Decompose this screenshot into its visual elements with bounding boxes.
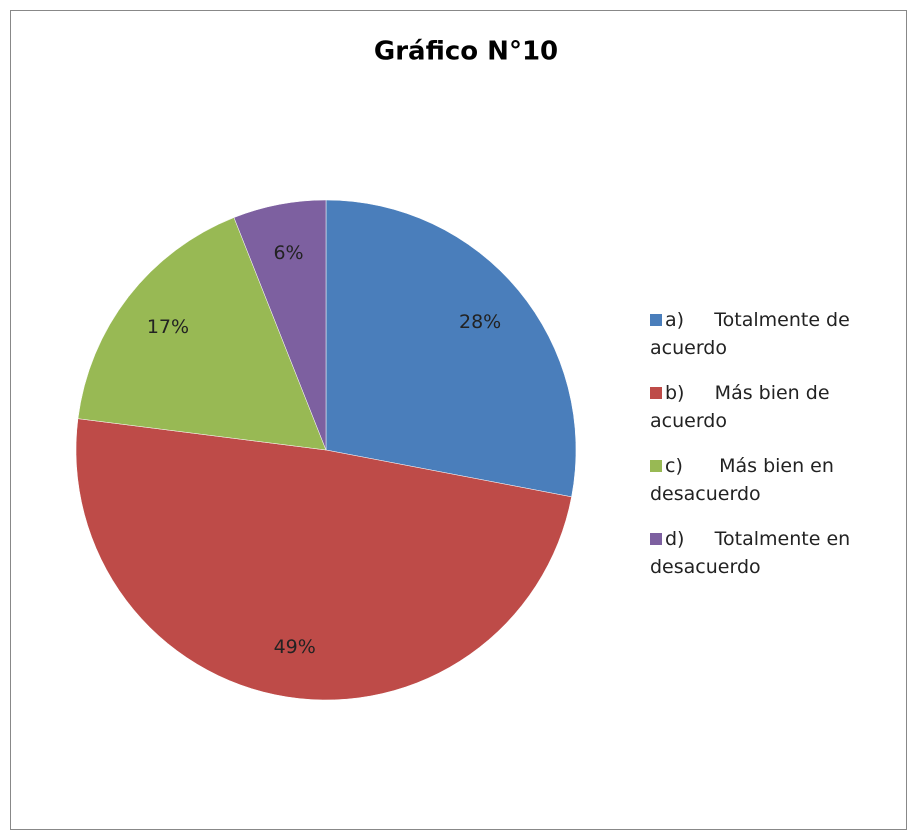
data-label: 49%: [274, 636, 316, 658]
legend-swatch: [650, 387, 662, 399]
data-label: 6%: [273, 242, 303, 264]
legend-swatch: [650, 314, 662, 326]
data-label: 17%: [147, 316, 189, 338]
legend-label: a) Totalmente de acuerdo: [650, 309, 856, 359]
legend-entry: b) Más bien de acuerdo: [650, 379, 900, 435]
pie-slice: [75, 418, 572, 701]
legend-label: c) Más bien en desacuerdo: [650, 455, 840, 505]
chart-title: Gráfico N°10: [374, 37, 558, 67]
legend-entry: a) Totalmente de acuerdo: [650, 306, 900, 362]
legend: a) Totalmente de acuerdo b) Más bien de a…: [650, 306, 900, 598]
pie-slice: [233, 199, 327, 451]
pie-slice: [77, 217, 327, 451]
legend-entry: c) Más bien en desacuerdo: [650, 452, 900, 508]
legend-swatch: [650, 460, 662, 472]
data-label: 28%: [459, 311, 501, 333]
legend-entry: d) Totalmente en desacuerdo: [650, 525, 900, 581]
legend-label: d) Totalmente en desacuerdo: [650, 528, 857, 578]
pie-slice: [325, 199, 577, 498]
legend-label: b) Más bien de acuerdo: [650, 382, 836, 432]
legend-swatch: [650, 533, 662, 545]
